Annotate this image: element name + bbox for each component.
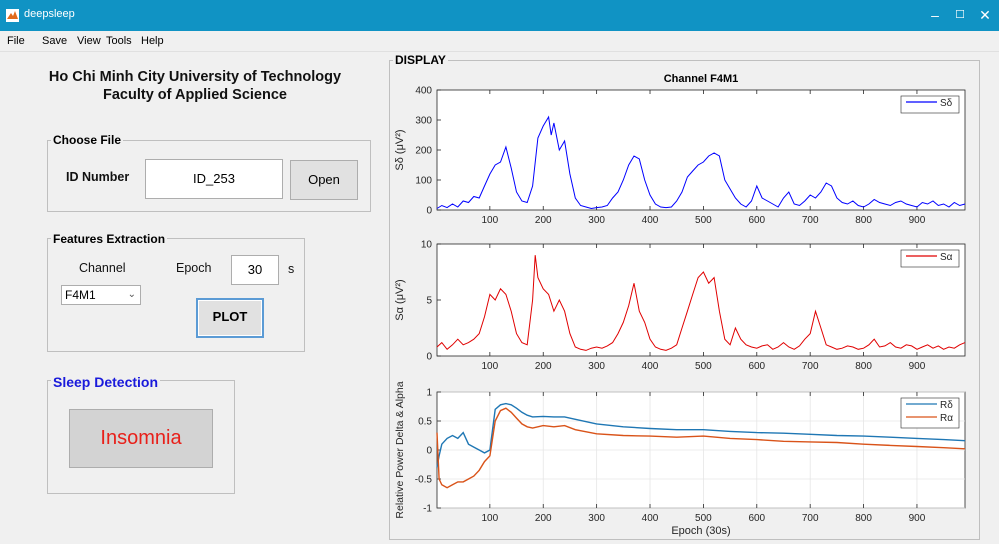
x-tick-label: 100: [482, 513, 499, 524]
y-tick-label: 1: [426, 388, 432, 399]
faculty-name: Faculty of Applied Science: [103, 87, 287, 103]
y-tick-label: -0.5: [415, 475, 433, 486]
maximize-button[interactable]: ☐: [955, 9, 965, 21]
x-tick-label: 400: [642, 361, 659, 372]
chart-title: Channel F4M1: [664, 73, 739, 85]
series-line: [436, 402, 966, 468]
x-tick-label: 200: [535, 513, 552, 524]
x-tick-label: 500: [695, 361, 712, 372]
sleep-detection-title: Sleep Detection: [51, 374, 161, 390]
features-title: Features Extraction: [51, 232, 168, 246]
chart-delta-power: 100 200 300 400 500 600 700 800 900 0 100 200 300 400…: [394, 73, 966, 226]
university-name: Ho Chi Minh City University of Technolog…: [48, 69, 342, 85]
menu-tools[interactable]: Tools: [106, 35, 132, 47]
menu-file[interactable]: File: [7, 35, 25, 47]
display-title: DISPLAY: [393, 53, 448, 67]
x-tick-label: 800: [855, 361, 872, 372]
channel-value: F4M1: [65, 288, 96, 302]
title-bar: deepsleep – ☐ ✕: [0, 0, 999, 31]
x-tick-label: 200: [535, 361, 552, 372]
choose-file-panel: [47, 140, 371, 212]
y-tick-label: 100: [415, 176, 432, 187]
display-panel: [389, 60, 980, 540]
y-tick-label: 0: [426, 446, 432, 457]
series-line: [436, 255, 966, 351]
y-tick-label: 300: [415, 116, 432, 127]
close-button[interactable]: ✕: [979, 7, 991, 23]
y-tick-label: 200: [415, 146, 432, 157]
x-tick-label: 900: [909, 513, 926, 524]
menu-help[interactable]: Help: [141, 35, 164, 47]
x-tick-label: 300: [588, 513, 605, 524]
id-number-field[interactable]: ID_253: [145, 159, 283, 199]
menu-view[interactable]: View: [77, 35, 101, 47]
epoch-label: Epoch: [176, 261, 212, 275]
x-tick-label: 700: [802, 215, 819, 226]
x-tick-label: 200: [535, 215, 552, 226]
legend-label: Rδ: [940, 400, 953, 411]
x-tick-label: 100: [482, 215, 499, 226]
menu-bar: File Save View Tools Help: [0, 31, 999, 52]
channel-label: Channel: [79, 261, 126, 275]
legend-box: [900, 95, 960, 114]
legend-label: Rα: [940, 413, 953, 424]
id-number-label: ID Number: [66, 170, 130, 184]
choose-file-title: Choose File: [51, 133, 124, 147]
sleep-result-display: Insomnia: [69, 409, 213, 468]
x-tick-label: 900: [909, 215, 926, 226]
menu-save[interactable]: Save: [42, 35, 68, 47]
plot-area: [436, 243, 966, 357]
x-tick-label: 500: [695, 513, 712, 524]
legend-box: [900, 249, 960, 268]
minimize-button[interactable]: –: [931, 7, 939, 23]
matlab-app-icon: [6, 9, 19, 22]
legend-box: [900, 397, 960, 429]
y-tick-label: 10: [421, 240, 433, 251]
legend-label: Sδ: [940, 98, 953, 109]
x-tick-label: 900: [909, 361, 926, 372]
x-tick-label: 600: [748, 513, 765, 524]
plot-button[interactable]: PLOT: [196, 298, 264, 338]
y-tick-label: 0: [426, 206, 432, 217]
epoch-field[interactable]: 30: [231, 255, 279, 285]
y-axis-label: Sδ (μV²): [394, 129, 406, 170]
x-tick-label: 600: [748, 215, 765, 226]
y-tick-label: 5: [426, 296, 432, 307]
x-axis-label: Epoch (30s): [671, 525, 730, 537]
window-title: deepsleep: [24, 8, 75, 20]
series-line: [436, 407, 966, 489]
y-axis-label: Relative Power Delta & Alpha: [394, 381, 406, 518]
chevron-down-icon: ⌄: [127, 289, 136, 300]
plot-area: [436, 89, 966, 211]
y-axis-label: Sα (μV²): [394, 279, 406, 320]
x-tick-label: 800: [855, 513, 872, 524]
y-tick-label: 0.5: [418, 417, 432, 428]
x-tick-label: 800: [855, 215, 872, 226]
charts-area: 100 200 300 400 500 600 700 800 9000100200300400…: [394, 73, 966, 537]
y-tick-label: 400: [415, 86, 432, 97]
x-tick-label: 300: [588, 361, 605, 372]
chart-alpha-power: 100 200 300 400 500 600 700 800 900 0 5 10 Sα (μV²) S…: [394, 240, 966, 372]
x-tick-label: 300: [588, 215, 605, 226]
y-tick-label: -1: [423, 504, 432, 515]
x-tick-label: 700: [802, 513, 819, 524]
series-line: [436, 115, 966, 210]
x-tick-label: 400: [642, 215, 659, 226]
x-tick-label: 400: [642, 513, 659, 524]
channel-select[interactable]: F4M1 ⌄: [61, 285, 141, 305]
epoch-unit: s: [288, 262, 295, 276]
legend-label: Sα: [940, 252, 953, 263]
x-tick-label: 600: [748, 361, 765, 372]
features-panel: [47, 238, 305, 352]
chart-relative-power: 100 200 300 400 500 600 700 800 900 -1 -0.5 0 0.5 1 Re…: [394, 381, 966, 537]
x-tick-label: 100: [482, 361, 499, 372]
x-tick-label: 700: [802, 361, 819, 372]
x-tick-label: 500: [695, 215, 712, 226]
open-button[interactable]: Open: [290, 160, 358, 200]
y-tick-label: 0: [426, 352, 432, 363]
